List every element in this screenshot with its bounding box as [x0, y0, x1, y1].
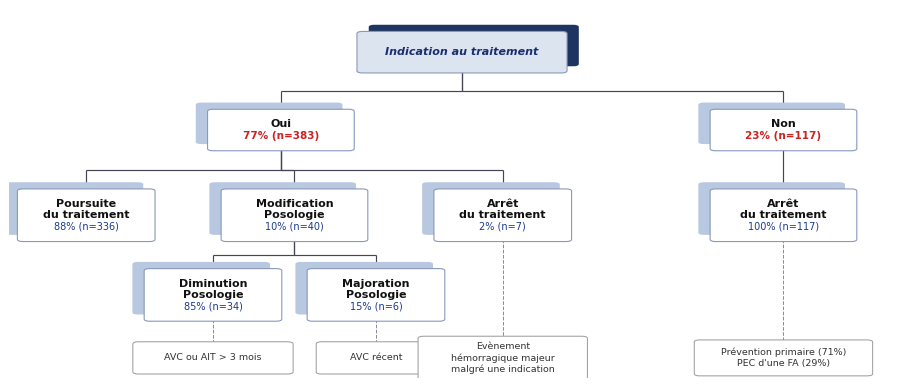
Text: Diminution: Diminution [178, 279, 248, 289]
Text: du traitement: du traitement [459, 210, 546, 220]
Text: Posologie: Posologie [183, 290, 243, 300]
Text: 2% (n=7): 2% (n=7) [480, 221, 526, 231]
Text: Indication au traitement: Indication au traitement [385, 47, 539, 57]
FancyBboxPatch shape [221, 189, 368, 242]
FancyBboxPatch shape [434, 189, 572, 242]
FancyBboxPatch shape [699, 103, 845, 144]
FancyBboxPatch shape [133, 342, 293, 374]
FancyBboxPatch shape [6, 182, 143, 235]
FancyBboxPatch shape [418, 336, 588, 379]
FancyBboxPatch shape [694, 340, 872, 376]
Text: Poursuite: Poursuite [56, 199, 116, 209]
FancyBboxPatch shape [296, 262, 433, 315]
Text: Posologie: Posologie [346, 290, 407, 300]
FancyBboxPatch shape [422, 182, 560, 235]
Text: Evènement: Evènement [476, 342, 529, 351]
FancyBboxPatch shape [699, 182, 845, 235]
Text: 10% (n=40): 10% (n=40) [265, 221, 323, 231]
FancyBboxPatch shape [357, 31, 567, 73]
Text: 85% (n=34): 85% (n=34) [184, 301, 242, 311]
FancyBboxPatch shape [210, 182, 356, 235]
Text: hémorragique majeur: hémorragique majeur [451, 353, 554, 363]
Text: 23% (n=117): 23% (n=117) [746, 130, 821, 141]
Text: 15% (n=6): 15% (n=6) [349, 301, 402, 311]
FancyBboxPatch shape [196, 103, 343, 144]
Text: Oui: Oui [271, 119, 291, 129]
FancyBboxPatch shape [132, 262, 270, 315]
FancyBboxPatch shape [208, 109, 354, 151]
Text: du traitement: du traitement [43, 210, 129, 220]
Text: Arrêt: Arrêt [487, 199, 519, 209]
Text: 88% (n=336): 88% (n=336) [54, 221, 118, 231]
Text: 77% (n=383): 77% (n=383) [243, 130, 319, 141]
Text: Prévention primaire (71%): Prévention primaire (71%) [721, 347, 846, 357]
FancyBboxPatch shape [144, 269, 282, 321]
FancyBboxPatch shape [307, 269, 444, 321]
Text: Modification: Modification [256, 199, 334, 209]
FancyBboxPatch shape [711, 189, 857, 242]
FancyBboxPatch shape [711, 109, 857, 151]
FancyBboxPatch shape [18, 189, 155, 242]
Text: du traitement: du traitement [740, 210, 827, 220]
Text: AVC récent: AVC récent [349, 354, 402, 362]
Text: Posologie: Posologie [264, 210, 324, 220]
Text: Non: Non [772, 119, 796, 129]
Text: 100% (n=117): 100% (n=117) [748, 221, 819, 231]
Text: Arrêt: Arrêt [767, 199, 799, 209]
FancyBboxPatch shape [316, 342, 436, 374]
Text: malgré une indication: malgré une indication [451, 364, 554, 374]
Text: Majoration: Majoration [342, 279, 409, 289]
Text: AVC ou AIT > 3 mois: AVC ou AIT > 3 mois [164, 354, 261, 362]
FancyBboxPatch shape [369, 25, 578, 66]
Text: PEC d'une FA (29%): PEC d'une FA (29%) [737, 359, 830, 368]
